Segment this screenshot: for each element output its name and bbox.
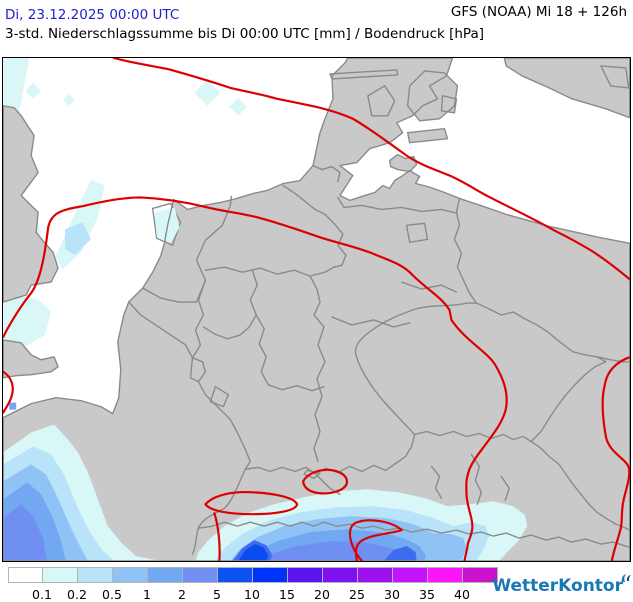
legend-threshold-label: 40 — [454, 587, 470, 602]
legend-cell: 0.2 — [43, 567, 87, 602]
legend-cell — [463, 567, 498, 583]
map-header: Di, 23.12.2025 00:00 UTC GFS (NOAA) Mi 1… — [5, 4, 627, 23]
precip-area-alps — [195, 489, 528, 561]
precip-area-southwest — [3, 424, 161, 561]
legend-threshold-label: 0.1 — [32, 587, 52, 602]
legend-threshold-label: 35 — [419, 587, 435, 602]
legend-cell: 2 — [148, 567, 186, 602]
isobar-bulge-west — [3, 370, 14, 414]
logo-bird-icon — [620, 569, 632, 589]
legend-threshold-label: 2 — [178, 587, 186, 602]
legend-threshold-label: 10 — [244, 587, 260, 602]
isobar-hook-south — [348, 519, 403, 561]
legend-threshold-label: 5 — [213, 587, 221, 602]
valid-datetime: Di, 23.12.2025 00:00 UTC — [5, 7, 180, 23]
legend-cell: 35 — [393, 567, 435, 602]
legend-cell: 30 — [358, 567, 400, 602]
lakes — [151, 65, 630, 246]
legend-cell: 40 — [428, 567, 470, 602]
legend-threshold-label: 25 — [349, 587, 365, 602]
weather-map — [2, 57, 631, 562]
isobar-loop-west-alps — [204, 490, 299, 516]
isobar-loop-tail — [213, 512, 221, 561]
precip-legend-scale: 0.1 0.2 0.5 1 2 5 10 15 20 25 30 35 40 — [8, 567, 498, 602]
legend-cell: 0.5 — [78, 567, 122, 602]
isobar-loop-bodensee — [301, 468, 349, 495]
legend-cell: 1 — [113, 567, 151, 602]
legend-cell: 5 — [183, 567, 221, 602]
legend-threshold-label: 20 — [314, 587, 330, 602]
isobar-line-central — [3, 196, 508, 561]
legend-cell: 0.1 — [8, 567, 52, 602]
isobar-line-north — [112, 58, 630, 281]
legend-threshold-label: 30 — [384, 587, 400, 602]
isobar-line-east — [601, 355, 630, 561]
map-canvas — [3, 58, 630, 561]
model-run-label: GFS (NOAA) Mi 18 + 126h — [450, 4, 627, 20]
legend-cell: 20 — [288, 567, 330, 602]
legend-cell: 10 — [218, 567, 260, 602]
legend-cell: 15 — [253, 567, 295, 602]
legend-threshold-label: 1 — [143, 587, 151, 602]
state-borders — [202, 184, 510, 505]
precip-legend: 0.1 0.2 0.5 1 2 5 10 15 20 25 30 35 40 — [8, 567, 498, 602]
legend-cell: 25 — [323, 567, 365, 602]
legend-threshold-label: 15 — [279, 587, 295, 602]
legend-threshold-label: 0.5 — [102, 587, 122, 602]
logo-text: WetterKontor — [492, 576, 623, 596]
isobar-lines — [3, 58, 630, 561]
wetterkontor-logo: WetterKontor — [492, 574, 631, 596]
product-title: 3-std. Niederschlagssumme bis Di 00:00 U… — [5, 26, 484, 42]
legend-threshold-label: 0.2 — [67, 587, 87, 602]
